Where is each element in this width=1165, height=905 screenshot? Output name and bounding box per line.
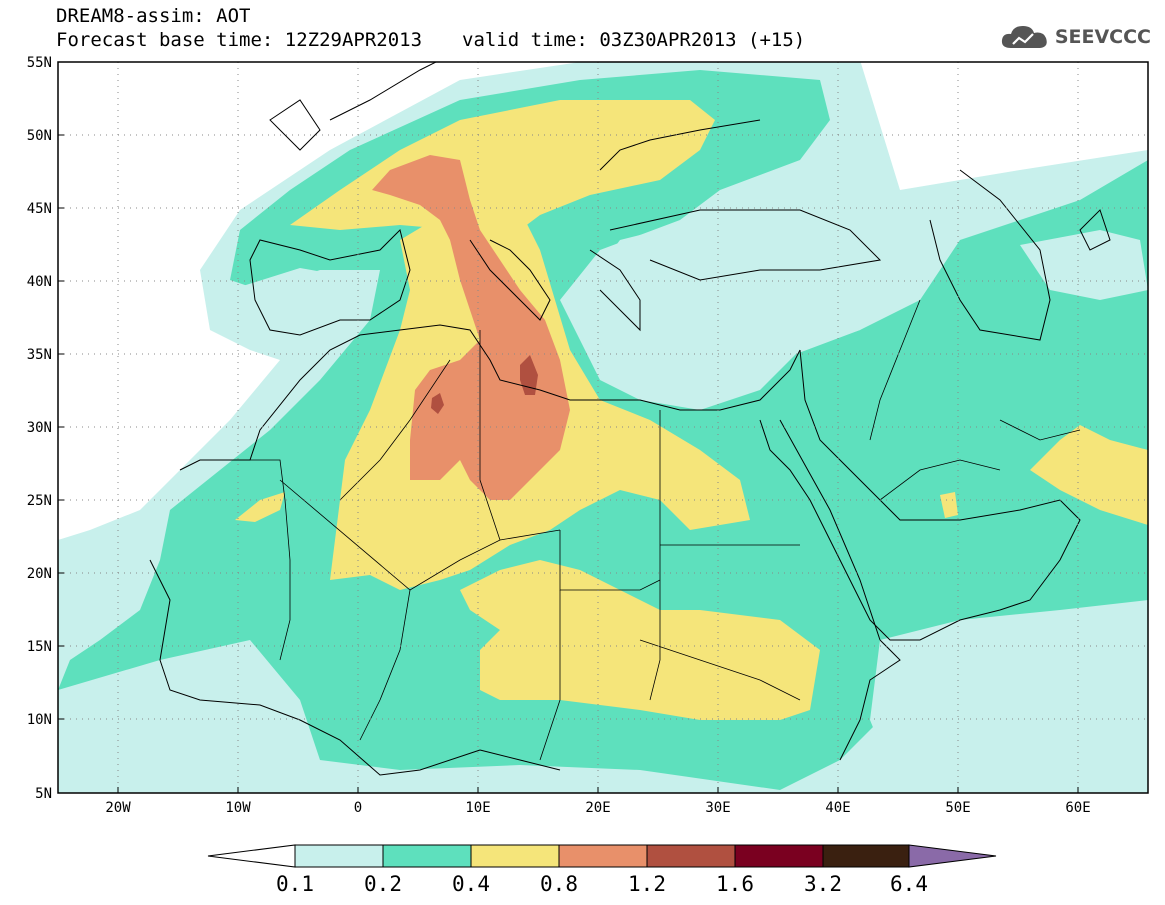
lat-label: 40N <box>27 274 52 290</box>
colorbar-lower-arrow <box>207 844 296 868</box>
lon-label: 30E <box>705 800 730 816</box>
lon-label: 50E <box>945 800 970 816</box>
map-title: DREAM8-assim: AOT <box>56 5 251 27</box>
lat-label: 15N <box>27 639 52 655</box>
latitude-labels: 55N 50N 45N 40N 35N 30N 25N 20N 15N 10N … <box>27 55 52 802</box>
colorbar-swatch-0.1 <box>294 844 384 868</box>
aot-contour-0.1-turkey <box>590 200 920 380</box>
valid-time-label: valid time: 03Z30APR2013 (+15) <box>462 29 806 51</box>
colorbar-label: 1.6 <box>716 872 754 896</box>
lat-label: 30N <box>27 420 52 436</box>
lat-label: 10N <box>27 712 52 728</box>
lon-label: 10W <box>225 800 251 816</box>
aot-gap-atlantic <box>230 268 340 345</box>
aot-shading <box>58 62 1148 793</box>
colorbar-label: 3.2 <box>804 872 842 896</box>
lon-label: 40E <box>825 800 850 816</box>
lat-label: 45N <box>27 201 52 217</box>
lat-label: 25N <box>27 493 52 509</box>
aot-contour-0.4-mauritania <box>235 492 285 522</box>
aot-contour-0.1-west <box>58 680 320 793</box>
lat-label: 5N <box>35 786 52 802</box>
aot-contour-0.8 <box>372 155 570 500</box>
longitude-labels: 20W 10W 0 10E 20E 30E 40E 50E 60E <box>105 800 1090 816</box>
colorbar-swatch-1.6 <box>734 844 824 868</box>
colorbar-label: 1.2 <box>628 872 666 896</box>
aot-contour-0.1-south <box>870 600 1148 793</box>
colorbar-swatch-3.2 <box>822 844 910 868</box>
lon-label: 60E <box>1065 800 1090 816</box>
aot-contour-1.2-b <box>431 393 444 414</box>
aot-contour-0.4-europe <box>290 100 715 230</box>
coastlines <box>149 62 1111 776</box>
colorbar-label: 0.4 <box>452 872 490 896</box>
colorbar-label: 6.4 <box>890 872 928 896</box>
colorbar-swatch-0.2 <box>382 844 472 868</box>
colorbar <box>207 844 997 868</box>
lon-label: 20W <box>105 800 131 816</box>
axis-ticks <box>58 61 1079 794</box>
colorbar-swatch-0.8 <box>558 844 648 868</box>
colorbar-swatch-0.4 <box>470 844 560 868</box>
seevccc-logo: SEEVCCC <box>999 22 1151 52</box>
country-borders <box>205 299 1081 761</box>
lat-label: 20N <box>27 566 52 582</box>
logo-text: SEEVCCC <box>1054 26 1151 48</box>
cloud-icon <box>1001 26 1047 48</box>
lat-label: 50N <box>27 128 52 144</box>
aot-contour-0.1-gulf <box>1020 230 1148 300</box>
colorbar-upper-arrow <box>908 844 997 868</box>
base-time-label: Forecast base time: 12Z29APR2013 <box>56 29 423 51</box>
lat-label: 35N <box>27 347 52 363</box>
aot-contour-0.4-arabia <box>940 492 958 518</box>
lon-label: 10E <box>465 800 490 816</box>
lon-label: 0 <box>354 800 362 816</box>
colorbar-label: 0.1 <box>276 872 314 896</box>
colorbar-labels: 0.1 0.2 0.4 0.8 1.2 1.6 3.2 6.4 <box>276 872 928 896</box>
colorbar-label: 0.8 <box>540 872 578 896</box>
aot-contour-0.4-gulf <box>1030 425 1148 525</box>
lon-label: 20E <box>585 800 610 816</box>
colorbar-swatch-1.2 <box>646 844 736 868</box>
lat-label: 55N <box>27 55 52 71</box>
map-subtitle: Forecast base time: 12Z29APR2013 valid ti… <box>56 30 805 50</box>
colorbar-label: 0.2 <box>364 872 402 896</box>
aot-contour-1.2-a <box>520 355 538 395</box>
